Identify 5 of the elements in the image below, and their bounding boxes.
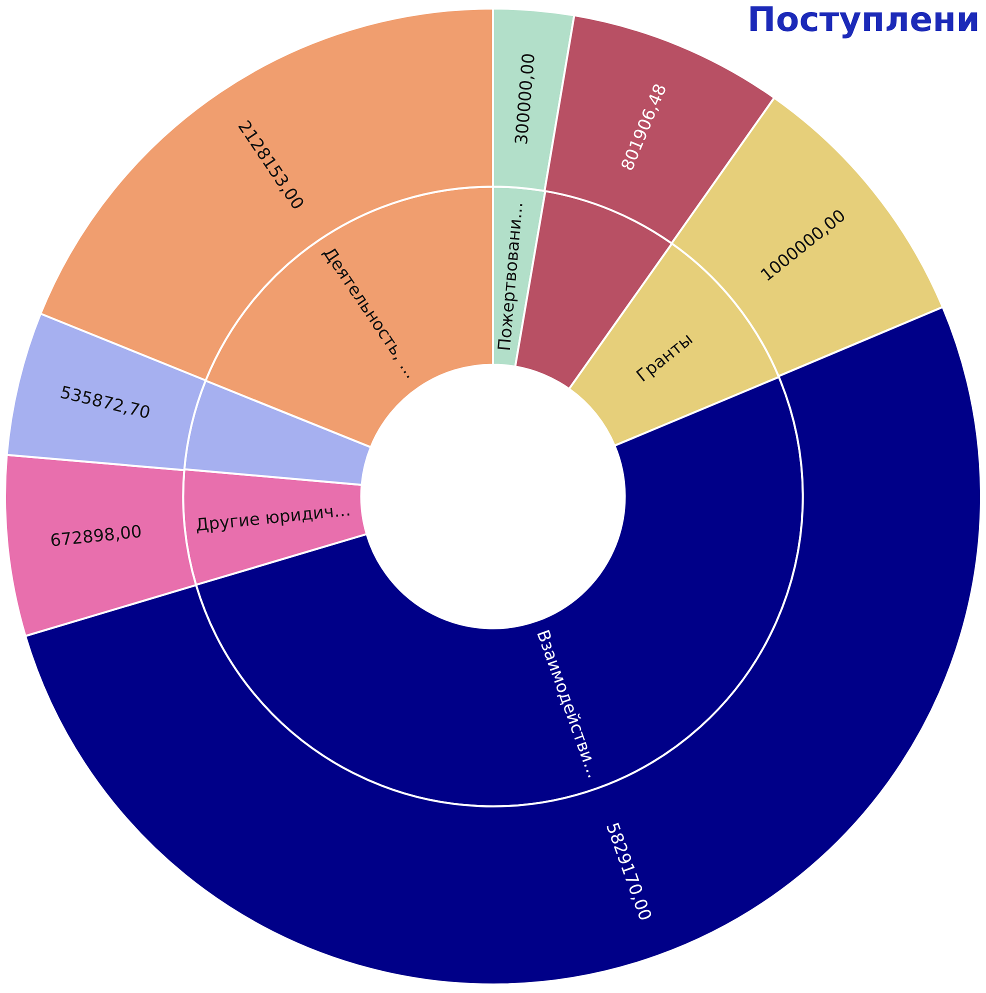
data-label: 300000,00 — [512, 52, 540, 146]
slice-label: Пожертвовани… — [494, 201, 528, 352]
chart-title: Поступлени — [747, 0, 980, 40]
data-label: 672898,00 — [49, 522, 143, 552]
slice-label: Другие юридич… — [194, 500, 352, 536]
